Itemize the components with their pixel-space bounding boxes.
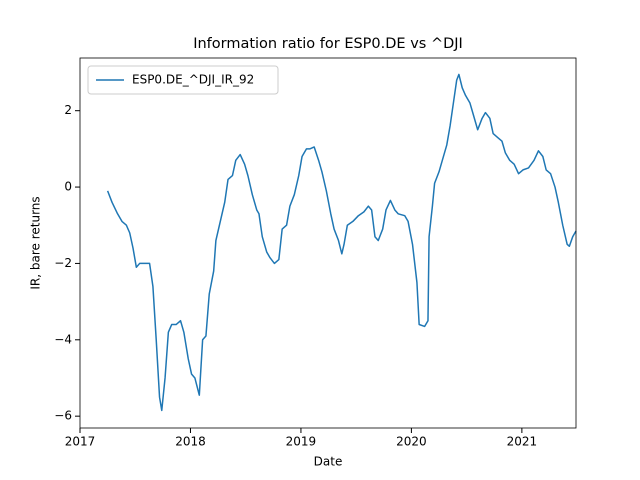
x-tick-label: 2018 xyxy=(175,435,206,449)
legend-label: ESP0.DE_^DJI_IR_92 xyxy=(132,73,254,87)
y-tick-label: 2 xyxy=(64,103,72,117)
x-tick-label: 2020 xyxy=(396,435,427,449)
chart-title: Information ratio for ESP0.DE vs ^DJI xyxy=(193,36,463,52)
legend: ESP0.DE_^DJI_IR_92 xyxy=(87,65,279,95)
line-series xyxy=(106,73,577,412)
y-tick-label: −6 xyxy=(54,409,72,423)
y-tick-label: 0 xyxy=(64,180,72,194)
x-axis-label: Date xyxy=(314,455,343,469)
y-axis-label: IR, bare returns xyxy=(29,196,43,289)
y-tick-label: −2 xyxy=(54,256,72,270)
legend-box xyxy=(87,65,279,95)
y-tick-label: −4 xyxy=(54,332,72,346)
x-tick-label: 2021 xyxy=(507,435,538,449)
plot-frame xyxy=(79,57,577,429)
x-tick-label: 2019 xyxy=(286,435,317,449)
x-tick-label: 2017 xyxy=(65,435,96,449)
